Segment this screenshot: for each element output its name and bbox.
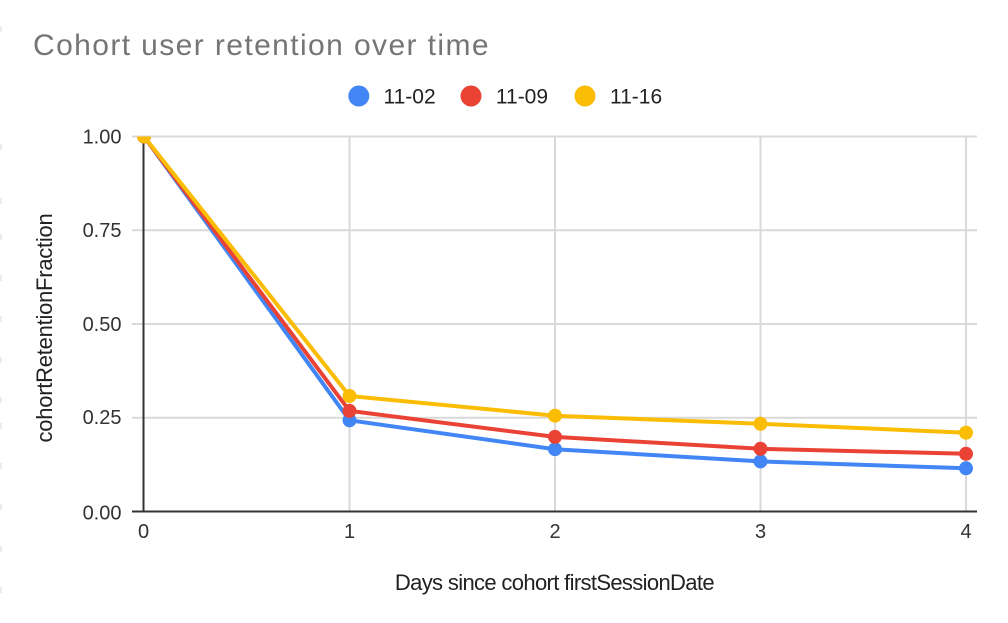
svg-text:2: 2 xyxy=(549,521,560,543)
svg-text:0.25: 0.25 xyxy=(83,407,122,429)
svg-text:11-16: 11-16 xyxy=(610,86,662,109)
svg-text:0: 0 xyxy=(138,521,149,543)
svg-text:4: 4 xyxy=(960,521,971,543)
svg-text:0.50: 0.50 xyxy=(83,314,122,336)
svg-text:3: 3 xyxy=(755,521,766,543)
svg-text:Cohort user retention over tim: Cohort user retention over time xyxy=(33,29,490,62)
svg-text:cohortRetentionFraction: cohortRetentionFraction xyxy=(32,213,57,442)
svg-text:1: 1 xyxy=(344,521,355,543)
svg-text:0.00: 0.00 xyxy=(83,502,122,524)
svg-text:11-02: 11-02 xyxy=(384,86,436,109)
svg-text:11-09: 11-09 xyxy=(496,86,548,109)
svg-text:Days since cohort firstSession: Days since cohort firstSessionDate xyxy=(395,570,714,595)
svg-text:1.00: 1.00 xyxy=(83,127,122,149)
svg-text:0.75: 0.75 xyxy=(83,220,122,242)
